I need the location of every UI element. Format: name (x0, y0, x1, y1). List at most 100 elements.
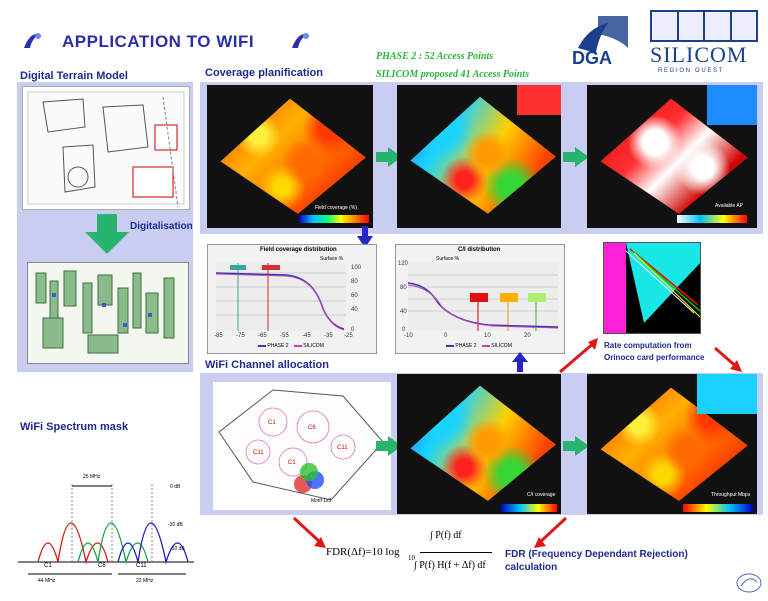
field-chart-ylabel: Surface % (320, 256, 344, 262)
channel-image-2-heatmap (410, 385, 556, 501)
field-chart-title: Field coverage distribution (260, 247, 337, 253)
arrow-chan-2-body (563, 441, 575, 451)
coverage-image-1-heatmap (220, 98, 366, 214)
channel-image-3: Throughput Mbps (587, 374, 757, 514)
field-xtick: -55 (280, 333, 289, 339)
ci-ytick: 80 (400, 285, 407, 291)
coverage-image-2 (397, 85, 561, 228)
digitalisation-image (27, 262, 189, 364)
coverage-image-3-colorbar (677, 215, 747, 223)
digitalisation-arrow-icon (85, 214, 129, 259)
title-logo-left (20, 28, 44, 57)
channel-heading: WiFi Channel allocation (205, 359, 329, 371)
ci-xtick: -10 (404, 333, 413, 339)
spectrum-c11: C11 (136, 563, 147, 569)
ci-ytick: 0 (402, 327, 406, 333)
dtm-heading: Digital Terrain Model (20, 70, 128, 82)
coverage-image-1: Field coverage (%) (207, 85, 373, 228)
silicom-frame-1 (652, 12, 679, 40)
svg-text:C1: C1 (288, 460, 296, 466)
red-arrows (559, 338, 742, 374)
spectrum-50db: -50 dB (170, 546, 185, 552)
field-ytick: 100 (351, 265, 362, 271)
page-title: APPLICATION TO WIFI (62, 32, 255, 51)
legend-silicom: SILICOM (303, 343, 324, 349)
ci-ytick: 40 (400, 309, 407, 315)
field-ytick: 60 (351, 293, 358, 299)
fdr-arrows (292, 516, 568, 548)
ci-chart-legend: PHASE 2 SILICOM (446, 343, 512, 349)
channel-map-motif: Motif 1x3 (311, 498, 332, 504)
phase-line-2: SILICOM proposed 41 Access Points (376, 69, 529, 80)
dga-logo: DGA (568, 8, 634, 74)
spectrum-0db: 0 dB (170, 484, 181, 490)
ci-legend-silicom: SILICOM (491, 343, 512, 349)
ci-chart-title: C/I distribution (458, 247, 501, 253)
ci-legend-phase2-swatch (446, 344, 454, 347)
ci-xtick: 0 (444, 333, 448, 339)
svg-text:C6: C6 (308, 425, 316, 431)
field-ytick: 80 (351, 279, 358, 285)
ci-xtick: 20 (524, 333, 531, 339)
phase-line-1: PHASE 2 : 52 Access Points (376, 51, 494, 62)
ci-chart-ylabel: Surface % (436, 256, 460, 262)
coverage-heading: Coverage planification (205, 67, 323, 79)
channel-image-3-cyan-block (697, 374, 757, 414)
formula-sub: 10 (408, 554, 415, 562)
field-ytick: 40 (351, 307, 358, 313)
fdr-formula: FDR(Δf)=10 log 10 ∫ P(f) df ∫ P(f) H(f +… (320, 510, 496, 592)
field-xtick: -35 (324, 333, 333, 339)
field-chart-legend: PHASE 2 SILICOM (258, 343, 324, 349)
up-arrow-icon (512, 352, 528, 377)
coverage-image-2-red-block (517, 85, 561, 115)
coverage-image-3-label: Available AP (715, 203, 743, 209)
dtm-map-image (22, 86, 190, 210)
svg-text:C11: C11 (253, 450, 264, 456)
arrow-chan-2 (563, 436, 589, 456)
channel-image-3-label: Throughput Mbps (711, 492, 751, 498)
field-xtick: -75 (236, 333, 245, 339)
title-logo-right (288, 28, 312, 57)
field-xtick: -45 (302, 333, 311, 339)
coverage-image-1-colorbar (299, 215, 369, 223)
ci-legend-phase2: PHASE 2 (455, 343, 477, 349)
arrow-chan-1-body (376, 441, 388, 451)
spectrum-c1: C1 (44, 563, 52, 569)
channel-image-2-label: C/I coverage (527, 492, 556, 498)
spectrum-mask-image: 25 MHz 0 dB -30 dB -50 dB C1 C6 C11 44 M… (18, 464, 194, 590)
channel-image-2: C/I coverage (397, 374, 561, 514)
spectrum-heading: WiFi Spectrum mask (20, 421, 129, 433)
spectrum-c6: C6 (98, 563, 106, 569)
svg-text:C11: C11 (337, 445, 348, 451)
spectrum-22mhz: 22 MHz (136, 578, 154, 584)
arrow-cov-2 (563, 147, 589, 167)
spectrum-25mhz: 25 MHz (83, 474, 101, 480)
silicom-frame-2 (679, 12, 705, 40)
arrow-chan-2-head (575, 436, 589, 456)
rate-caption: Rate computation from Orinoco card perfo… (604, 341, 705, 362)
coverage-image-3: Available AP (587, 85, 757, 228)
formula-divider (420, 552, 492, 553)
field-coverage-chart: Field coverage distribution Surface % 10… (207, 244, 377, 354)
legend-phase2-swatch (258, 344, 266, 347)
fdr-caption: FDR (Frequency Dependant Rejection) calc… (505, 549, 688, 573)
formula-numerator: ∫ P(f) df (430, 530, 462, 541)
channel-image-2-colorbar (501, 504, 557, 512)
silicom-logo-frames (650, 10, 758, 42)
down-arrow-icon (357, 226, 373, 253)
coverage-image-1-label: Field coverage (%) (315, 205, 357, 211)
spectrum-30db: -30 dB (168, 522, 183, 528)
silicom-frame-4 (732, 12, 757, 40)
channel-map-image: C1 C6 C11 C1 C11 Motif 1x3 (213, 382, 391, 510)
dga-logo-text: DGA (572, 48, 612, 68)
channel-image-3-colorbar (683, 504, 753, 512)
corner-logo-icon (736, 572, 762, 599)
arrow-cov-1-body (376, 152, 388, 162)
ci-legend-silicom-swatch (481, 344, 490, 347)
svg-text:C1: C1 (268, 420, 276, 426)
silicom-logo: SILICOM R E G I O N O U E S T (648, 8, 758, 78)
legend-silicom-swatch (293, 344, 302, 347)
field-chart-plot (216, 263, 346, 331)
field-xtick: -85 (214, 333, 223, 339)
spectrum-44mhz: 44 MHz (38, 578, 56, 584)
